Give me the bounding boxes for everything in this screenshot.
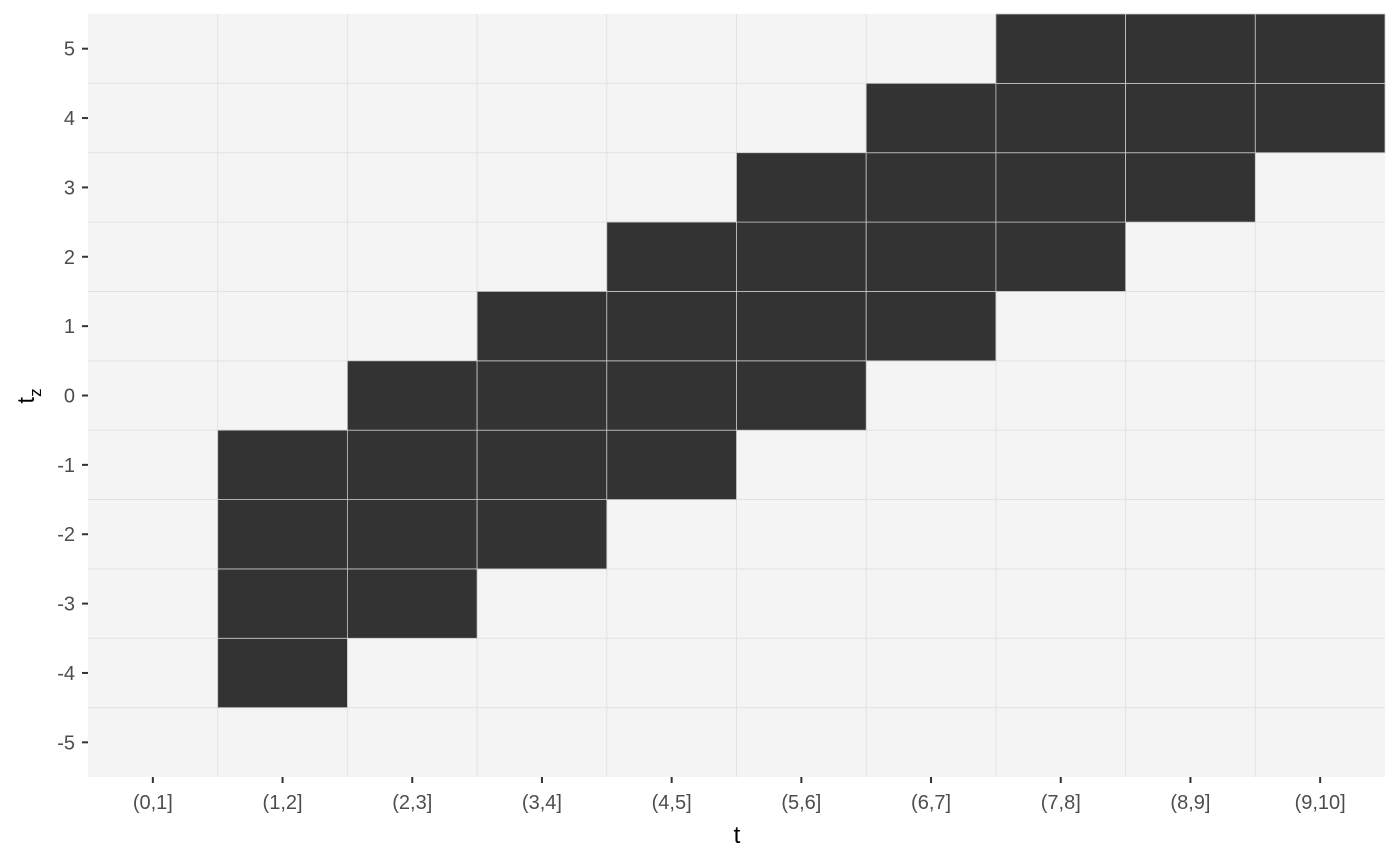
x-tick-label: (9,10]: [1295, 792, 1346, 814]
y-tick-label: -3: [57, 594, 75, 616]
heatmap-tile: [736, 152, 867, 223]
heatmap-tile: [476, 291, 608, 362]
x-tick-label: (8,9]: [1170, 792, 1210, 814]
heatmap-tile: [606, 429, 737, 500]
heatmap-tile: [1254, 82, 1386, 154]
heatmap-tile: [865, 291, 997, 362]
y-tick-label: 4: [64, 108, 75, 130]
heatmap-tile: [1125, 13, 1256, 84]
heatmap-tile: [736, 360, 867, 431]
x-tick-label: (7,8]: [1041, 792, 1081, 814]
heatmap-tile: [606, 221, 737, 292]
heatmap-tile: [217, 429, 348, 500]
heatmap-tile: [1125, 152, 1256, 223]
heatmap-tile: [346, 360, 478, 431]
heatmap-tile: [865, 152, 997, 223]
heatmap-tile: [217, 637, 348, 709]
y-axis-title-subscript: z: [26, 388, 45, 397]
heatmap-tile: [346, 568, 478, 639]
heatmap-tile: [736, 221, 867, 292]
y-tick-label: 3: [64, 177, 75, 199]
heatmap-tile: [1254, 13, 1386, 84]
heatmap-tile: [736, 291, 867, 362]
x-tick-label: (4,5]: [652, 792, 692, 814]
heatmap-tile: [346, 499, 478, 570]
filled-tiles: [217, 13, 1386, 709]
y-tick-label: -4: [57, 663, 75, 685]
x-tick-label: (0,1]: [133, 792, 173, 814]
y-axis-title: tz: [13, 388, 45, 403]
x-axis: (0,1] (1,2] (2,3] (3,4] (4,5] (5,6] (6,7] (7,8]…: [133, 777, 1346, 814]
heatmap-tile: [476, 429, 608, 500]
x-tick-label: (6,7]: [911, 792, 951, 814]
y-axis: -5 -4 -3 -2 -1 0 1 2 3 4 5: [57, 39, 88, 754]
y-tick-label: -2: [57, 524, 75, 546]
heatmap-tile: [995, 82, 1127, 154]
y-tick-label: 2: [64, 247, 75, 269]
heatmap-tile: [606, 291, 737, 362]
heatmap-tile: [1125, 82, 1256, 154]
heatmap-tile: [476, 360, 608, 431]
x-tick-label: (1,2]: [263, 792, 303, 814]
heatmap-tile: [476, 499, 608, 570]
heatmap-tile: [217, 568, 348, 639]
heatmap-tile: [995, 221, 1127, 292]
x-tick-label: (5,6]: [781, 792, 821, 814]
heatmap-tile: [346, 429, 478, 500]
y-tick-label: 5: [64, 39, 75, 61]
y-tick-label: 0: [64, 386, 75, 408]
y-tick-label: -1: [57, 455, 75, 477]
x-axis-title: t: [734, 822, 741, 849]
x-tick-label: (2,3]: [392, 792, 432, 814]
y-tick-label: 1: [64, 316, 75, 338]
heatmap-tile: [865, 221, 997, 292]
y-tick-label: -5: [57, 732, 75, 754]
x-tick-label: (3,4]: [522, 792, 562, 814]
heatmap-tile: [217, 499, 348, 570]
heatmap-tile: [995, 152, 1127, 223]
heatmap-tile: [865, 82, 997, 154]
heatmap-tile: [606, 360, 737, 431]
heatmap-tile: [995, 13, 1127, 84]
y-axis-title-main: t: [13, 397, 40, 404]
